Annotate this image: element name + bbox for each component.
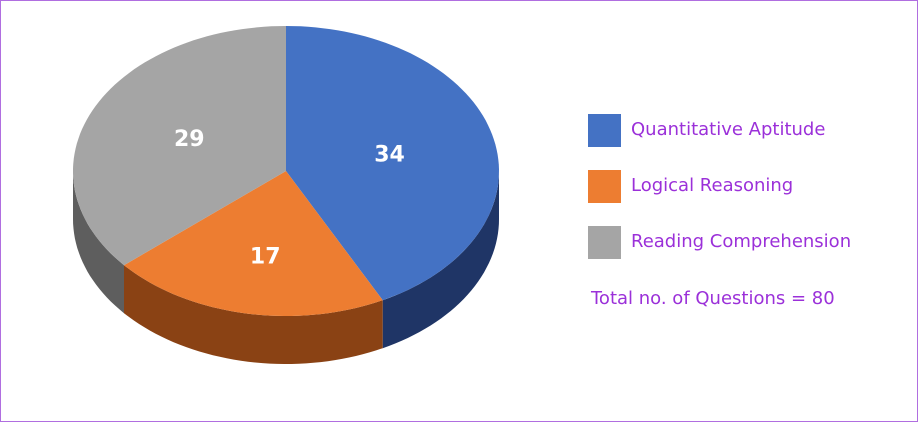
slice	[124, 171, 383, 316]
value-label: 29	[174, 127, 205, 152]
annotation: Total no. of Questions = 80	[590, 288, 835, 309]
legend-swatch	[588, 226, 621, 259]
legend-label: Quantitative Aptitude	[631, 119, 825, 140]
legend-swatch	[588, 114, 621, 147]
legend-label: Reading Comprehension	[631, 231, 851, 252]
slice-side	[73, 171, 124, 314]
value-label: 17	[250, 244, 281, 269]
value-label: 34	[374, 142, 405, 167]
slice-side	[382, 171, 499, 349]
slice	[73, 26, 286, 266]
legend-swatch	[588, 170, 621, 203]
slice-side	[124, 265, 383, 364]
slice	[286, 26, 499, 301]
legend-label: Logical Reasoning	[631, 175, 793, 196]
